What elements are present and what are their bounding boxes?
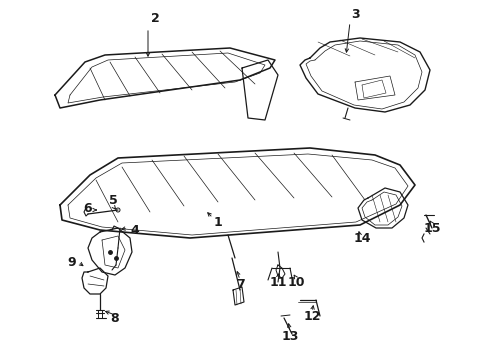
Text: 9: 9 xyxy=(68,256,76,269)
Text: 7: 7 xyxy=(236,279,245,292)
Text: 5: 5 xyxy=(109,194,118,207)
Text: 15: 15 xyxy=(423,221,441,234)
Text: 10: 10 xyxy=(287,275,305,288)
Text: 12: 12 xyxy=(303,310,321,323)
Text: 13: 13 xyxy=(281,329,299,342)
Text: 11: 11 xyxy=(269,275,287,288)
Text: 3: 3 xyxy=(351,8,359,21)
Text: 6: 6 xyxy=(84,202,92,215)
Text: 4: 4 xyxy=(131,224,139,237)
Text: 14: 14 xyxy=(353,231,371,244)
Text: 8: 8 xyxy=(111,311,119,324)
Text: 2: 2 xyxy=(150,12,159,24)
Text: 1: 1 xyxy=(214,216,222,229)
